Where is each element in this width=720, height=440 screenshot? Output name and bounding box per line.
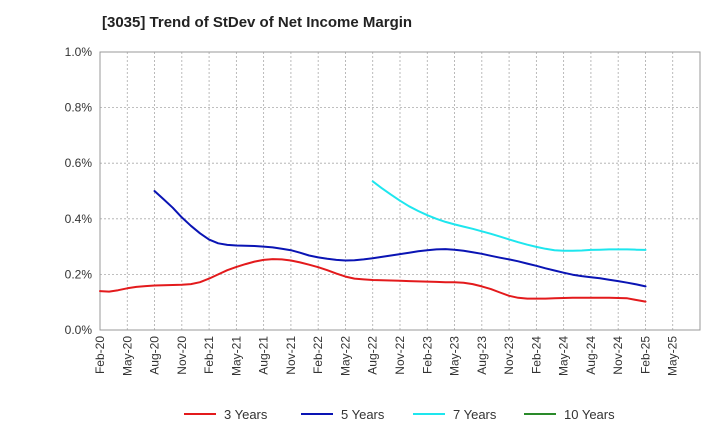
x-tick-label: Aug-23 xyxy=(475,336,489,375)
legend: 3 Years 5 Years 7 Years 10 Years xyxy=(184,407,615,422)
y-tick-label: 1.0% xyxy=(65,45,93,59)
y-tick-label: 0.4% xyxy=(65,212,93,226)
x-tick-label: Feb-23 xyxy=(420,336,434,374)
y-axis: 0.0% 0.2% 0.4% 0.6% 0.8% 1.0% xyxy=(65,45,93,337)
x-tick-label: Feb-24 xyxy=(529,336,543,374)
chart-title: [3035] Trend of StDev of Net Income Marg… xyxy=(102,14,413,31)
x-tick-label: May-21 xyxy=(229,336,243,376)
series-lines xyxy=(99,180,647,303)
x-tick-label: Aug-20 xyxy=(148,336,162,375)
x-tick-label: May-24 xyxy=(557,336,571,376)
x-tick-label: Nov-22 xyxy=(393,336,407,375)
grid xyxy=(100,52,700,330)
x-tick-label: Feb-20 xyxy=(93,336,107,374)
x-tick-label: May-20 xyxy=(120,336,134,376)
x-tick-label: Feb-21 xyxy=(202,336,216,374)
y-tick-label: 0.2% xyxy=(65,267,93,281)
series-line-3-years xyxy=(99,258,647,303)
x-tick-label: Feb-25 xyxy=(638,336,652,374)
legend-label: 10 Years xyxy=(564,407,615,422)
y-tick-label: 0.6% xyxy=(65,156,93,170)
x-tick-label: Nov-20 xyxy=(175,336,189,375)
x-tick-label: Nov-23 xyxy=(502,336,516,375)
series-line-5-years xyxy=(153,190,647,288)
x-tick-label: Aug-24 xyxy=(584,336,598,375)
x-tick-label: May-22 xyxy=(338,336,352,376)
x-tick-label: Feb-22 xyxy=(311,336,325,374)
x-tick-label: May-25 xyxy=(666,336,680,376)
x-tick-label: Aug-22 xyxy=(366,336,380,375)
legend-label: 3 Years xyxy=(224,407,268,422)
legend-label: 7 Years xyxy=(453,407,497,422)
x-axis: Feb-20 May-20 Aug-20 Nov-20 Feb-21 May-21 Aug-… xyxy=(93,336,680,376)
y-tick-label: 0.8% xyxy=(65,101,93,115)
y-tick-label: 0.0% xyxy=(65,323,93,337)
legend-label: 5 Years xyxy=(341,407,385,422)
x-tick-label: Aug-21 xyxy=(257,336,271,375)
series-line-7-years xyxy=(371,180,647,252)
x-tick-label: Nov-24 xyxy=(611,336,625,375)
plot-frame xyxy=(99,51,701,331)
x-tick-label: Nov-21 xyxy=(284,336,298,375)
x-tick-label: May-23 xyxy=(448,336,462,376)
